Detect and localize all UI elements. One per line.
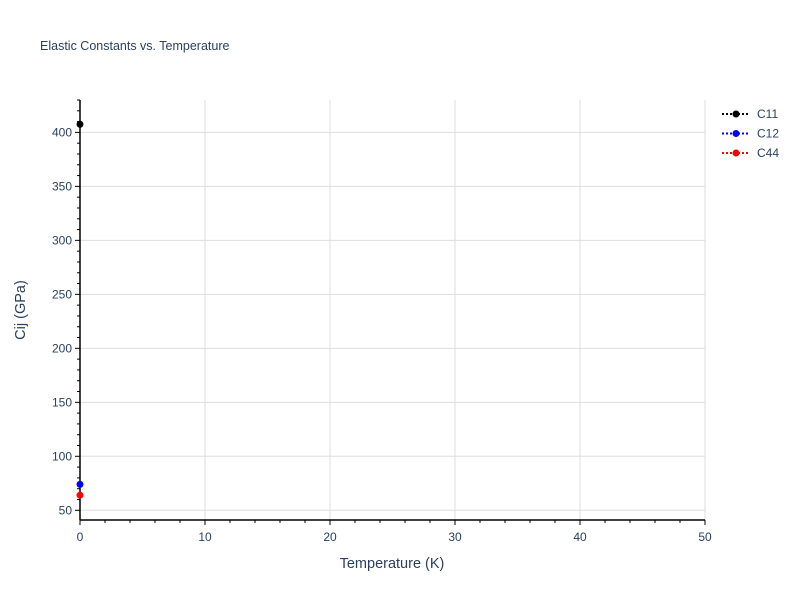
y-axis-label: Cij (GPa) xyxy=(13,280,29,340)
y-tick-label: 250 xyxy=(52,287,72,301)
legend-item-c44[interactable]: C44 xyxy=(722,146,779,160)
legend-item-c12[interactable]: C12 xyxy=(722,127,779,141)
x-tick-label: 0 xyxy=(77,530,84,544)
data-point-c44 xyxy=(76,491,84,499)
legend-item-c11[interactable]: C11 xyxy=(722,107,778,121)
y-tick-label: 100 xyxy=(52,449,72,463)
data-point-c11 xyxy=(76,120,84,128)
axes: 50 100 150 200 250 300 350 400 0 10 20 30 40 50 xyxy=(52,99,712,544)
grid xyxy=(80,100,706,520)
legend-marker xyxy=(732,110,740,118)
x-axis-label: Temperature (K) xyxy=(340,556,445,572)
y-tick-label: 300 xyxy=(52,233,72,247)
legend-label: C11 xyxy=(757,107,778,121)
y-tick-label: 400 xyxy=(52,125,72,139)
x-tick-label: 10 xyxy=(198,530,212,544)
data-point-c12 xyxy=(76,480,84,488)
y-tick-label: 50 xyxy=(59,503,73,517)
legend-marker xyxy=(732,149,740,157)
legend[interactable]: C11 C12 C44 xyxy=(722,107,779,160)
chart-title: Elastic Constants vs. Temperature xyxy=(40,39,229,53)
y-tick-label: 350 xyxy=(52,179,72,193)
legend-label: C44 xyxy=(757,146,779,160)
legend-marker xyxy=(732,130,740,137)
data-marks xyxy=(76,120,84,499)
legend-label: C12 xyxy=(757,127,779,141)
x-tick-label: 20 xyxy=(323,530,337,544)
y-tick-label: 150 xyxy=(52,395,72,409)
x-tick-label: 50 xyxy=(698,530,712,544)
x-tick-label: 30 xyxy=(448,530,462,544)
x-tick-label: 40 xyxy=(573,530,587,544)
y-tick-label: 200 xyxy=(52,341,72,355)
